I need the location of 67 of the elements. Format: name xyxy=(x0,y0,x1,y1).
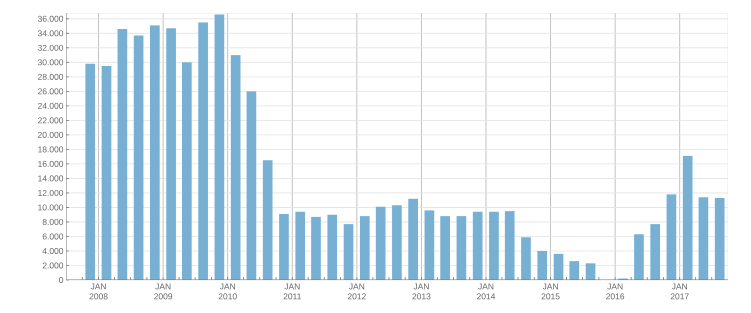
x-tick-label: JAN 2012 xyxy=(348,284,366,300)
bar xyxy=(150,25,160,280)
bar xyxy=(376,206,386,280)
bar xyxy=(166,28,176,280)
y-tick-label: 26.000 xyxy=(38,88,64,94)
bar xyxy=(537,250,548,280)
bar xyxy=(440,216,450,280)
bar xyxy=(85,64,96,280)
bar xyxy=(246,91,256,280)
x-tick-label: JAN 2014 xyxy=(477,284,496,300)
bar xyxy=(198,22,208,280)
bar xyxy=(504,211,515,280)
bar xyxy=(682,156,693,280)
y-tick-label: 10.000 xyxy=(38,204,64,210)
bar xyxy=(102,66,112,280)
bar xyxy=(392,205,402,280)
bar xyxy=(714,198,725,280)
bar xyxy=(214,14,224,280)
bar xyxy=(634,234,644,280)
y-tick-label: 0 xyxy=(59,277,64,283)
y-tick-label: 22.000 xyxy=(38,117,64,124)
x-tick-label: JAN 2010 xyxy=(218,284,237,300)
x-tick-label: JAN 2015 xyxy=(542,284,560,300)
y-tick-label: 2.000 xyxy=(42,262,64,268)
y-tick-label: 24.000 xyxy=(38,102,64,109)
bar xyxy=(586,263,596,280)
y-tick-label: 12.000 xyxy=(38,190,64,196)
bar xyxy=(279,214,289,280)
bar xyxy=(408,198,418,280)
bar xyxy=(650,224,660,280)
bar xyxy=(182,62,192,280)
y-tick-label: 20.000 xyxy=(38,132,64,138)
y-tick-label: 32.000 xyxy=(38,44,64,51)
y-tick-label: 6.000 xyxy=(42,233,64,240)
bar xyxy=(554,254,564,280)
bar xyxy=(360,216,370,280)
bar xyxy=(344,224,354,280)
bar xyxy=(311,216,321,280)
y-tick-label: 16.000 xyxy=(38,160,64,167)
bar xyxy=(134,35,144,280)
y-tick-label: 28.000 xyxy=(38,74,64,80)
bar xyxy=(230,55,241,280)
bar xyxy=(456,216,466,280)
y-tick-label: 14.000 xyxy=(38,175,64,182)
y-tick-label: 36.000 xyxy=(38,16,64,22)
y-tick-label: 8.000 xyxy=(42,218,64,225)
bar xyxy=(521,237,531,280)
y-tick-label: 30.000 xyxy=(38,59,64,66)
x-tick-label: JAN 2011 xyxy=(284,284,301,300)
x-tick-label: JAN 2013 xyxy=(412,284,430,300)
y-tick-label: 4.000 xyxy=(42,248,64,254)
x-tick-label: JAN 2016 xyxy=(606,284,624,300)
bar xyxy=(569,261,580,280)
bar xyxy=(489,212,499,280)
x-tick-label: JAN 2017 xyxy=(670,284,689,300)
bar xyxy=(118,28,128,280)
y-tick-label: 34.000 xyxy=(38,30,64,36)
y-tick-label: 18.000 xyxy=(38,146,64,152)
bar xyxy=(295,212,306,280)
bar xyxy=(327,214,338,280)
x-tick-label: JAN 2009 xyxy=(154,284,172,300)
x-tick-label: JAN 2008 xyxy=(90,284,108,300)
bar xyxy=(472,212,483,280)
bar xyxy=(666,194,676,280)
bar xyxy=(262,160,273,280)
bar xyxy=(698,197,708,280)
bar xyxy=(424,210,434,280)
